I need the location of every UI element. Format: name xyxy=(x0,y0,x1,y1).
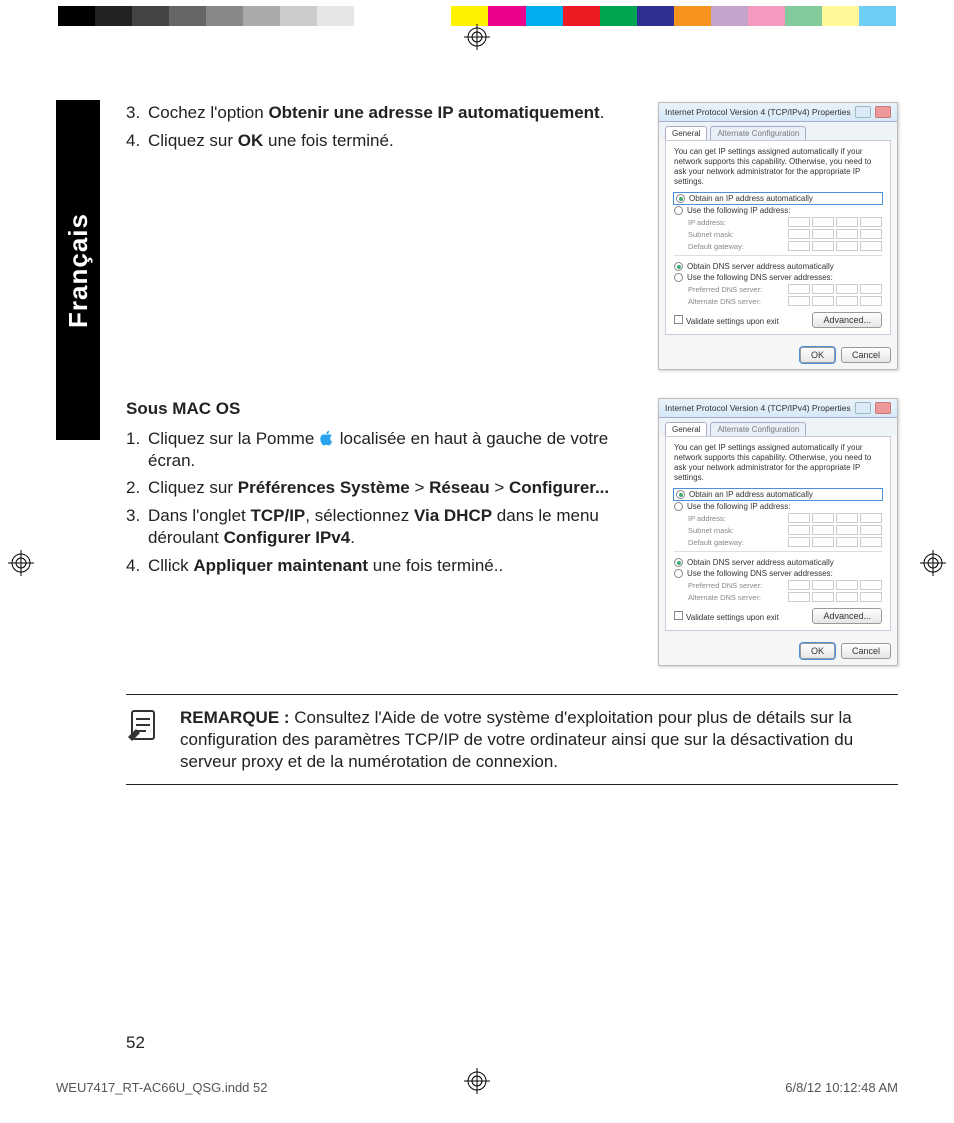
instruction-item: 1.Cliquez sur la Pomme localisée en haut… xyxy=(126,428,640,472)
colorbar-swatch xyxy=(711,6,748,26)
instructions-block-2: Sous MAC OS 1.Cliquez sur la Pomme local… xyxy=(126,398,640,666)
close-icon[interactable] xyxy=(875,106,891,118)
ip-address-field: IP address: xyxy=(688,513,882,523)
tab-general[interactable]: General xyxy=(665,126,707,140)
instructions-block-1: 3.Cochez l'option Obtenir une adresse IP… xyxy=(126,102,640,370)
dialog-description: You can get IP settings assigned automat… xyxy=(674,443,882,483)
colorbar-swatch xyxy=(488,6,525,26)
footer-timestamp: 6/8/12 10:12:48 AM xyxy=(785,1080,898,1095)
mac-os-heading: Sous MAC OS xyxy=(126,398,640,420)
colorbar-swatch xyxy=(169,6,206,26)
colorbar-swatch xyxy=(243,6,280,26)
colorbar-swatch xyxy=(526,6,563,26)
colorbar-swatch xyxy=(785,6,822,26)
alternate-dns-field: Alternate DNS server: xyxy=(688,296,882,306)
ip-address-field: IP address: xyxy=(688,217,882,227)
gateway-field: Default gateway: xyxy=(688,537,882,547)
dialog-tabs: GeneralAlternate Configuration xyxy=(659,122,897,140)
subnet-mask-field: Subnet mask: xyxy=(688,525,882,535)
ok-button[interactable]: OK xyxy=(800,347,835,363)
instruction-item: 4.Cliquez sur OK une fois terminé. xyxy=(126,130,640,152)
colorbar-swatch xyxy=(317,6,354,26)
note-label: REMARQUE : xyxy=(180,708,294,727)
validate-checkbox[interactable]: Validate settings upon exit xyxy=(674,315,779,326)
ipv4-dialog-1: Internet Protocol Version 4 (TCP/IPv4) P… xyxy=(658,102,898,370)
note-box: REMARQUE : Consultez l'Aide de votre sys… xyxy=(126,694,898,785)
dialog-title: Internet Protocol Version 4 (TCP/IPv4) P… xyxy=(665,107,851,117)
page-number: 52 xyxy=(126,1033,145,1053)
dialog-tabs: GeneralAlternate Configuration xyxy=(659,418,897,436)
instruction-item: 4.Cllick Appliquer maintenant une fois t… xyxy=(126,555,640,577)
alternate-dns-field: Alternate DNS server: xyxy=(688,592,882,602)
colorbar-swatch xyxy=(95,6,132,26)
ipv4-dialog-2: Internet Protocol Version 4 (TCP/IPv4) P… xyxy=(658,398,898,666)
colorbar-swatch xyxy=(859,6,896,26)
print-footer: WEU7417_RT-AC66U_QSG.indd 52 6/8/12 10:1… xyxy=(56,1080,898,1095)
language-tab: Français xyxy=(56,100,100,440)
colorbar-swatch xyxy=(674,6,711,26)
apple-icon xyxy=(319,430,335,446)
print-colorbar xyxy=(0,6,954,26)
gateway-field: Default gateway: xyxy=(688,241,882,251)
radio-auto-dns[interactable]: Obtain DNS server address automatically xyxy=(674,558,882,567)
dialog-description: You can get IP settings assigned automat… xyxy=(674,147,882,187)
colorbar-swatch xyxy=(637,6,674,26)
colorbar-swatch xyxy=(280,6,317,26)
colorbar-swatch xyxy=(563,6,600,26)
preferred-dns-field: Preferred DNS server: xyxy=(688,284,882,294)
dialog-titlebar: Internet Protocol Version 4 (TCP/IPv4) P… xyxy=(659,399,897,418)
dialog-title: Internet Protocol Version 4 (TCP/IPv4) P… xyxy=(665,403,851,413)
help-icon[interactable] xyxy=(855,402,871,414)
registration-mark-left xyxy=(8,550,34,576)
radio-auto-dns[interactable]: Obtain DNS server address automatically xyxy=(674,262,882,271)
colorbar-swatch xyxy=(451,6,488,26)
subnet-mask-field: Subnet mask: xyxy=(688,229,882,239)
colorbar-swatch xyxy=(354,6,391,26)
registration-mark-top xyxy=(464,24,490,50)
advanced-button[interactable]: Advanced... xyxy=(812,608,882,624)
close-icon[interactable] xyxy=(875,402,891,414)
dialog-titlebar: Internet Protocol Version 4 (TCP/IPv4) P… xyxy=(659,103,897,122)
help-icon[interactable] xyxy=(855,106,871,118)
tab-alternate[interactable]: Alternate Configuration xyxy=(710,422,806,436)
radio-auto-ip[interactable]: Obtain an IP address automatically xyxy=(674,489,882,500)
colorbar-swatch xyxy=(600,6,637,26)
language-label: Français xyxy=(63,213,94,328)
advanced-button[interactable]: Advanced... xyxy=(812,312,882,328)
colorbar-swatch xyxy=(822,6,859,26)
colorbar-swatch xyxy=(58,6,95,26)
colorbar-swatch xyxy=(132,6,169,26)
footer-filename: WEU7417_RT-AC66U_QSG.indd 52 xyxy=(56,1080,267,1095)
tab-general[interactable]: General xyxy=(665,422,707,436)
radio-manual-ip[interactable]: Use the following IP address: xyxy=(674,502,882,511)
validate-checkbox[interactable]: Validate settings upon exit xyxy=(674,611,779,622)
instruction-item: 3.Dans l'onglet TCP/IP, sélectionnez Via… xyxy=(126,505,640,549)
radio-manual-dns[interactable]: Use the following DNS server addresses: xyxy=(674,569,882,578)
note-icon xyxy=(126,707,162,743)
instruction-item: 2.Cliquez sur Préférences Système > Rése… xyxy=(126,477,640,499)
colorbar-swatch xyxy=(748,6,785,26)
tab-alternate[interactable]: Alternate Configuration xyxy=(710,126,806,140)
radio-manual-ip[interactable]: Use the following IP address: xyxy=(674,206,882,215)
instruction-item: 3.Cochez l'option Obtenir une adresse IP… xyxy=(126,102,640,124)
ok-button[interactable]: OK xyxy=(800,643,835,659)
radio-auto-ip[interactable]: Obtain an IP address automatically xyxy=(674,193,882,204)
registration-mark-right xyxy=(920,550,946,576)
radio-manual-dns[interactable]: Use the following DNS server addresses: xyxy=(674,273,882,282)
cancel-button[interactable]: Cancel xyxy=(841,643,891,659)
preferred-dns-field: Preferred DNS server: xyxy=(688,580,882,590)
cancel-button[interactable]: Cancel xyxy=(841,347,891,363)
colorbar-swatch xyxy=(206,6,243,26)
